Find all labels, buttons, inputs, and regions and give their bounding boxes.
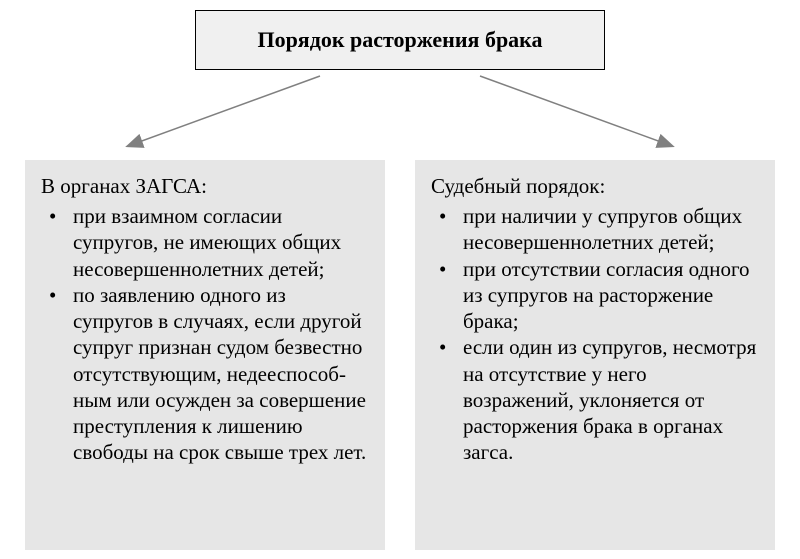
list-item: при наличии у супругов общих несовершенн… <box>431 203 759 256</box>
right-heading: Судебный порядок: <box>431 174 759 199</box>
left-content-box: В органах ЗАГСА: при взаимном согласии с… <box>25 160 385 550</box>
list-item: при взаимном согласии супругов, не имеющ… <box>41 203 369 282</box>
right-bullet-list: при наличии у супругов общих несовершенн… <box>431 203 759 466</box>
diagram-title: Порядок расторжения брака <box>257 27 542 53</box>
left-bullet-list: при взаимном согласии супругов, не имеющ… <box>41 203 369 466</box>
list-item: если один из супругов, несмотря на отсут… <box>431 334 759 465</box>
list-item: по заявлению одного из супругов в случая… <box>41 282 369 466</box>
title-box: Порядок расторжения брака <box>195 10 605 70</box>
right-content-box: Судебный порядок: при наличии у супругов… <box>415 160 775 550</box>
arrow-right <box>480 76 672 146</box>
list-item: при отсутствии согласия одного из супруг… <box>431 256 759 335</box>
arrow-left <box>128 76 320 146</box>
left-heading: В органах ЗАГСА: <box>41 174 369 199</box>
arrows-container <box>0 70 800 160</box>
